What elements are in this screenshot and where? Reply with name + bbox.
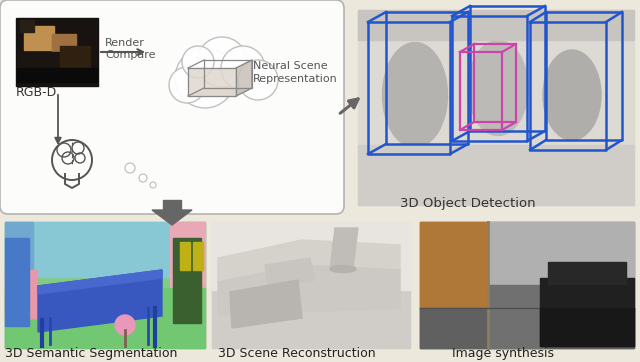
Bar [420, 308, 634, 348]
Bar [24, 26, 54, 50]
Text: Render: Render [105, 38, 145, 48]
Circle shape [238, 60, 278, 100]
Circle shape [182, 46, 214, 78]
Ellipse shape [330, 265, 356, 273]
Circle shape [169, 67, 205, 103]
Text: Compare: Compare [105, 50, 156, 60]
Circle shape [125, 163, 135, 173]
FancyBboxPatch shape [0, 0, 344, 214]
Bar [17, 52, 59, 82]
Bar [5, 222, 205, 277]
Ellipse shape [543, 50, 601, 140]
Bar [52, 34, 76, 54]
Bar [5, 238, 29, 326]
Bar [212, 290, 410, 348]
Bar [488, 222, 634, 308]
Text: 3D Semantic Segmentation: 3D Semantic Segmentation [5, 347, 177, 360]
Polygon shape [265, 258, 315, 287]
Bar [17, 68, 97, 82]
Polygon shape [330, 228, 358, 270]
Bar [5, 270, 37, 318]
Bar [212, 222, 410, 290]
Polygon shape [218, 240, 400, 282]
Ellipse shape [468, 41, 528, 135]
Bar [16, 18, 98, 86]
Bar [358, 145, 634, 205]
Bar [20, 20, 34, 32]
Bar [420, 222, 634, 348]
Polygon shape [188, 68, 236, 96]
Ellipse shape [383, 42, 447, 147]
Polygon shape [38, 270, 162, 332]
Bar [173, 238, 201, 323]
Text: Image synthesis: Image synthesis [452, 347, 554, 360]
Bar [488, 285, 543, 348]
Bar [180, 242, 190, 270]
Bar [358, 10, 634, 205]
Bar [540, 308, 634, 346]
Bar [5, 222, 205, 348]
Circle shape [115, 315, 135, 335]
Circle shape [150, 182, 156, 188]
Bar [540, 278, 634, 346]
Bar [163, 200, 181, 210]
Polygon shape [236, 60, 252, 96]
Polygon shape [38, 270, 162, 294]
Circle shape [221, 46, 265, 90]
Polygon shape [218, 265, 400, 315]
Circle shape [175, 48, 235, 108]
Text: 3D Object Detection: 3D Object Detection [400, 197, 536, 210]
Text: Neural Scene
Representation: Neural Scene Representation [253, 61, 338, 84]
Bar [420, 222, 634, 348]
Circle shape [197, 37, 247, 87]
Polygon shape [188, 88, 252, 96]
Bar [212, 222, 410, 348]
Bar [420, 222, 488, 348]
Bar [5, 222, 33, 348]
Bar [5, 288, 205, 348]
Bar [17, 19, 97, 85]
Text: RGB-D: RGB-D [16, 86, 57, 99]
Bar [358, 10, 634, 40]
Polygon shape [230, 280, 302, 328]
Text: 3D Scene Reconstruction: 3D Scene Reconstruction [218, 347, 376, 360]
Bar [60, 46, 90, 81]
Polygon shape [152, 210, 192, 225]
Bar [170, 222, 205, 348]
Circle shape [139, 174, 147, 182]
Bar [548, 262, 626, 284]
Bar [193, 242, 203, 270]
